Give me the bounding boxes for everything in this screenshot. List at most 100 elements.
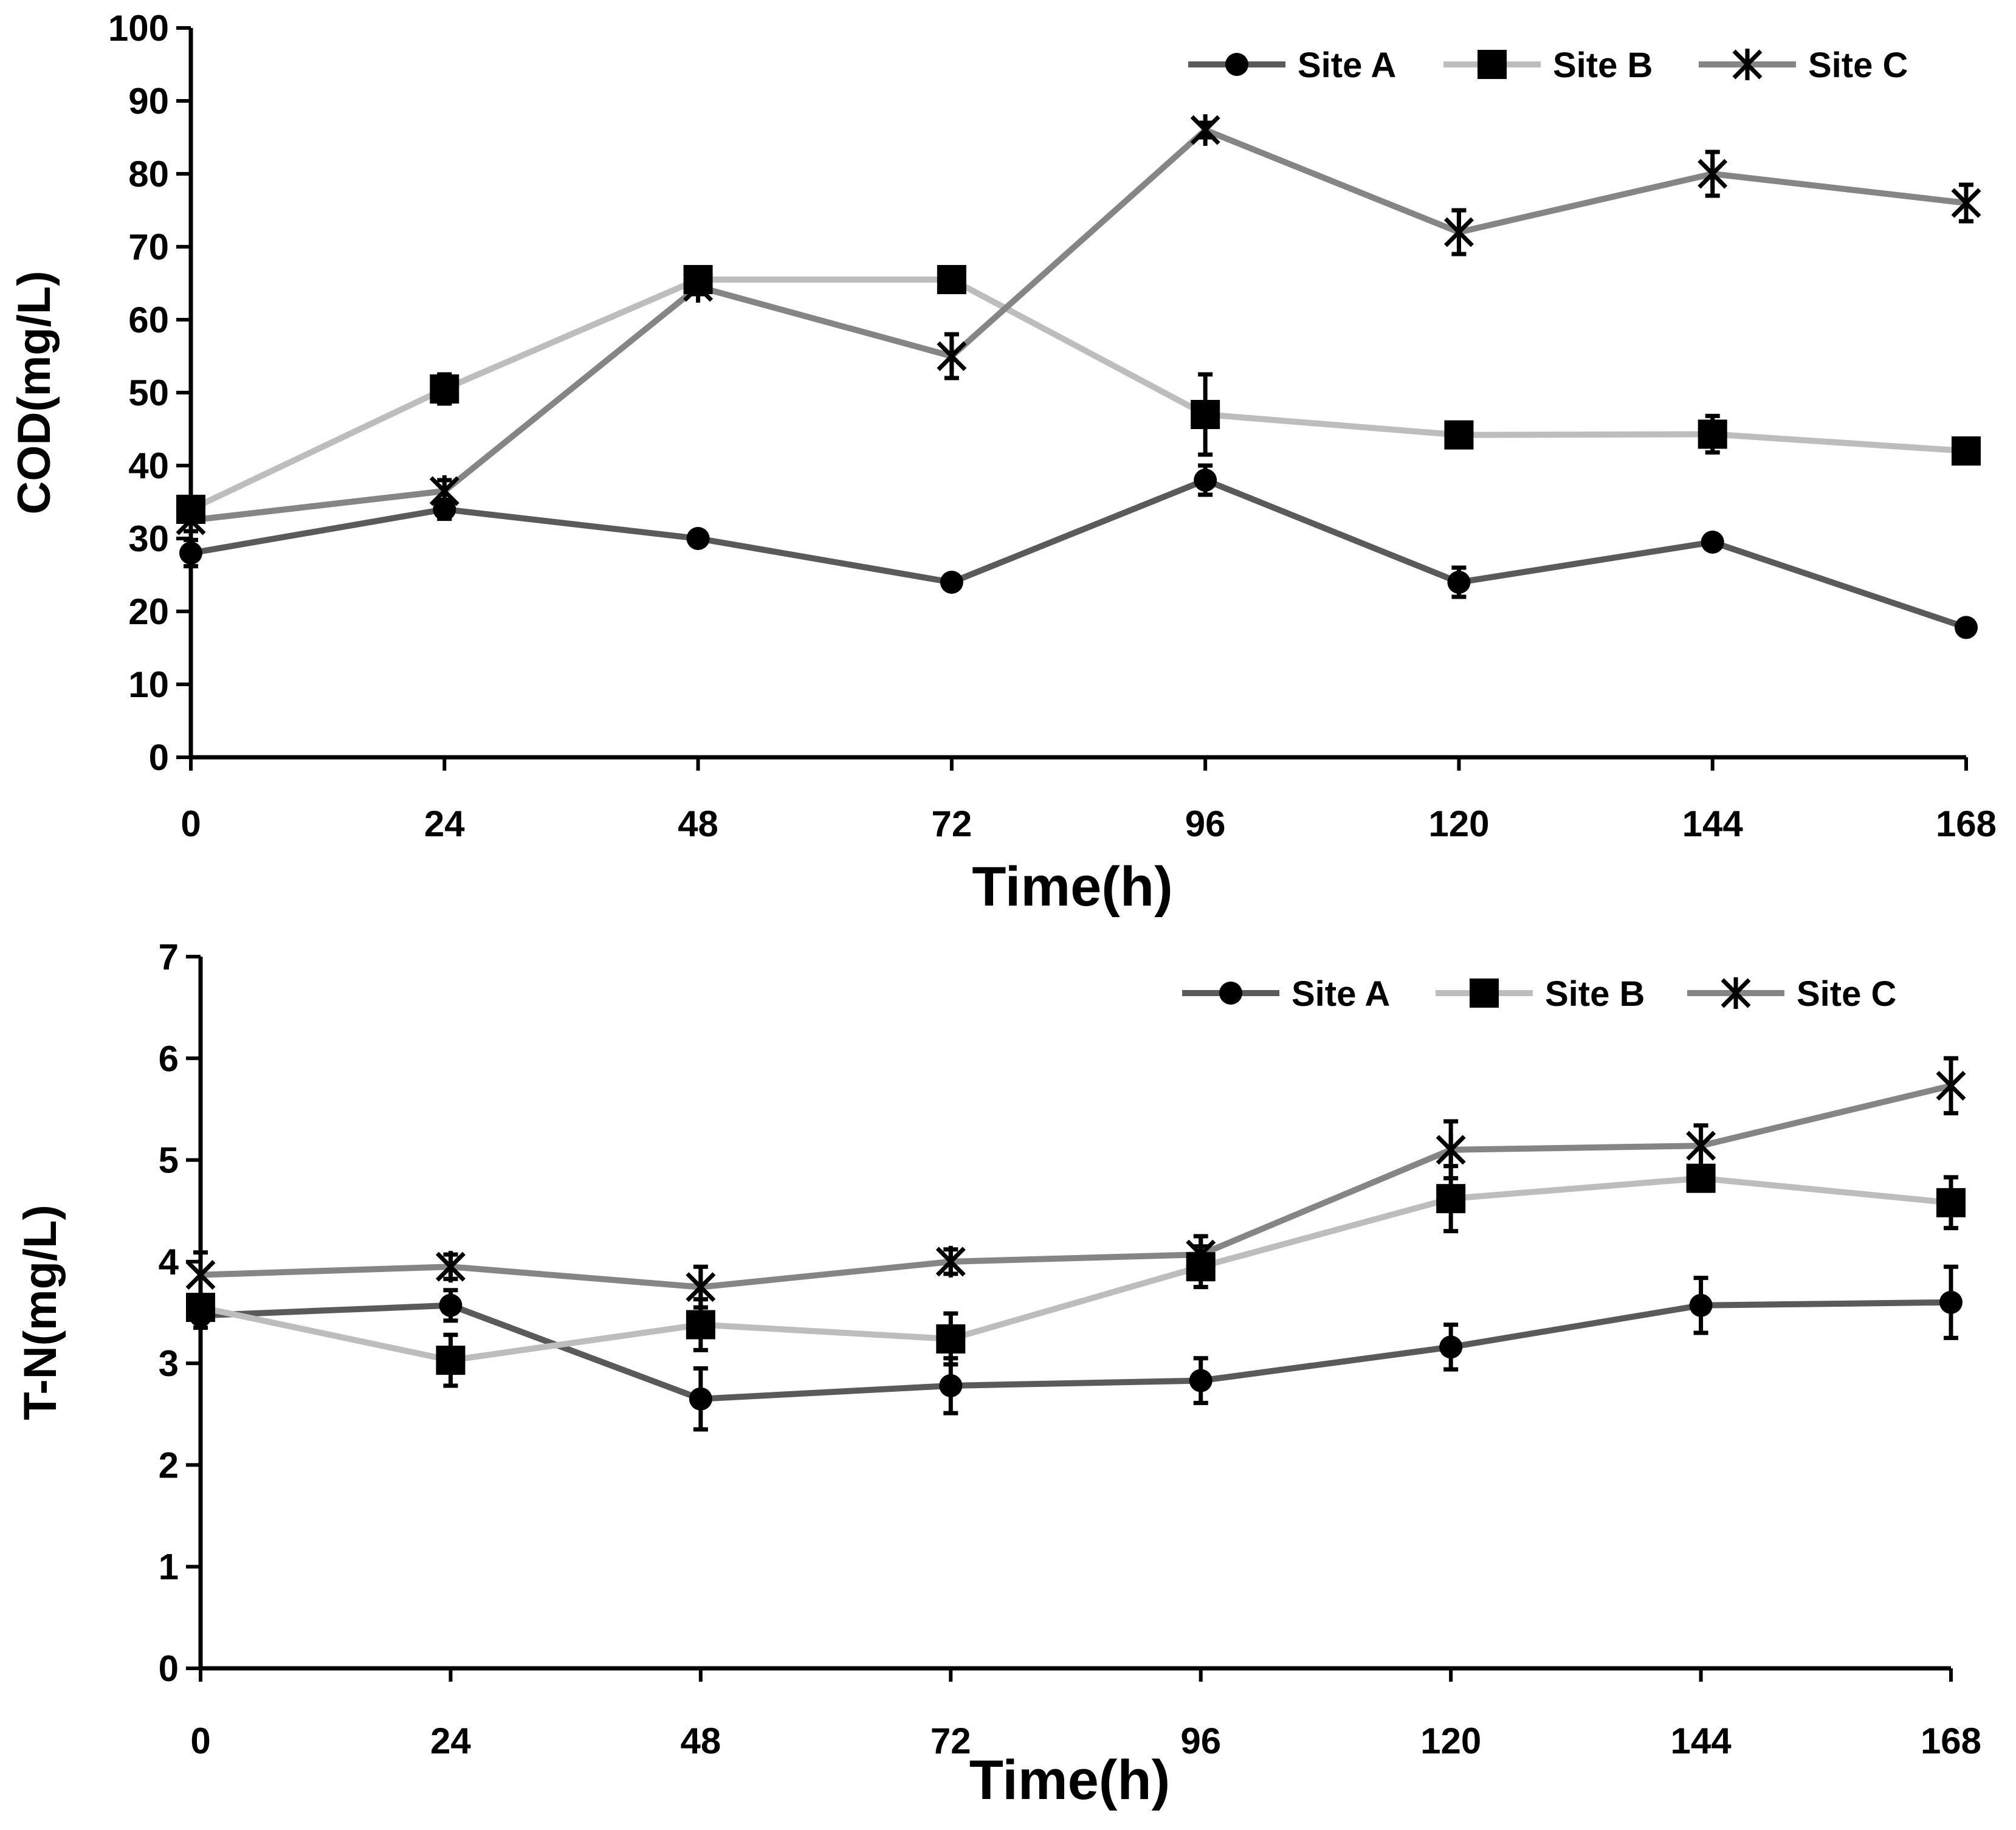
chart-1-y-tick-label: 0 — [149, 737, 169, 778]
chart-1-legend-marker-3 — [1732, 49, 1763, 80]
chart-2-x-tick-label: 24 — [430, 1721, 471, 1761]
chart-1-series-3-point — [1698, 158, 1728, 190]
chart-2-x-tick-label: 72 — [931, 1721, 971, 1761]
chart-1-series-2-point — [937, 265, 966, 294]
chart-1-x-tick-label: 96 — [1185, 803, 1226, 844]
chart-1-y-tick-label: 50 — [128, 373, 169, 413]
chart-1-series-2-point — [1952, 436, 1981, 466]
chart-2-series-1-point — [1939, 1290, 1963, 1314]
chart-2-y-tick-label: 6 — [159, 1038, 179, 1079]
chart-1-series-3-point — [937, 340, 967, 372]
chart-2-series-2-point — [936, 1324, 966, 1354]
chart-1-series-3-point — [1951, 187, 1981, 219]
chart-2-series-2-line — [199, 1175, 1952, 1364]
chart-1-x-tick-label: 144 — [1682, 803, 1744, 844]
chart-2-legend-label-3: Site C — [1797, 974, 1896, 1014]
chart-1-y-tick-label: 100 — [108, 8, 169, 49]
chart-2: 0 1 2 3 4 5 6 7 0 24 48 72 96 120 144 168 Time(h) T-N(mg/… — [15, 937, 1981, 1811]
chart-1-series-3-point — [1190, 114, 1220, 146]
chart-1-legend-marker-1 — [1225, 53, 1248, 76]
chart-2-series-1-point — [1439, 1335, 1463, 1359]
chart-2-series-1-line — [200, 1299, 1952, 1402]
chart-1-series-1-point — [686, 527, 710, 550]
chart-2-series-1-point — [439, 1293, 463, 1317]
chart-2-legend-label-2: Site B — [1545, 974, 1645, 1014]
chart-1-y-tick-label: 90 — [128, 81, 169, 122]
chart-1-series-1-point — [1955, 616, 1978, 639]
chart-2-series-3-point — [1186, 1239, 1216, 1271]
chart-1-x-tick-label: 120 — [1428, 803, 1489, 844]
chart-1-series-3-line — [190, 127, 1967, 523]
chart-1-y-tick-label: 40 — [128, 445, 169, 486]
chart-1-series-2-point — [430, 374, 459, 404]
chart-2-y-tick-label: 7 — [159, 937, 179, 977]
chart-2-legend: Site A Site B Site C — [1182, 974, 1896, 1014]
chart-1-series-3-point — [429, 475, 459, 507]
chart-1-legend: Site A Site B Site C — [1188, 46, 1908, 85]
chart-1-legend-label-3: Site C — [1808, 46, 1908, 85]
chart-2-x-tick-label: 168 — [1921, 1721, 1981, 1761]
chart-1-legend-label-1: Site A — [1298, 46, 1396, 85]
chart-2-series-2-point — [436, 1346, 466, 1375]
chart-1-series-2-point — [1698, 419, 1727, 449]
chart-2-series-3-point — [185, 1259, 216, 1291]
chart-2-x-tick-label: 96 — [1180, 1721, 1221, 1761]
chart-1-series-3-point — [1443, 216, 1474, 248]
chart-2-legend-marker-1 — [1219, 982, 1242, 1005]
chart-1-y-tick-label: 60 — [128, 300, 169, 340]
chart-1-x-tick-label: 48 — [678, 803, 718, 844]
chart-1-series-2-point — [1191, 400, 1220, 429]
chart-2-series-3-point — [1436, 1133, 1466, 1166]
chart-2-series-2-point — [1436, 1184, 1466, 1214]
chart-2-series-1-point — [939, 1374, 963, 1397]
chart-1-y-axis-title: COD(mg/L) — [9, 270, 60, 514]
chart-2-legend-marker-3 — [1721, 977, 1751, 1009]
chart-2-series-1-point — [1689, 1293, 1713, 1317]
chart-1-y-tick-label: 10 — [128, 664, 169, 705]
chart-2-x-tick-label: 48 — [680, 1721, 721, 1761]
chart-1-x-tick-label: 0 — [181, 803, 201, 844]
chart-1-series-1-line — [190, 477, 1967, 631]
chart-2-series-3-point — [1686, 1130, 1716, 1162]
chart-1-series-1-point — [1447, 571, 1471, 594]
chart-1-x-tick-label: 72 — [931, 803, 972, 844]
chart-2-series-1-point — [1189, 1369, 1213, 1392]
chart-2-y-tick-label: 3 — [159, 1343, 179, 1384]
chart-1-series-1-point — [1194, 469, 1217, 492]
chart-2-series-2-point — [686, 1310, 715, 1340]
chart-1-series-3-point — [176, 504, 206, 536]
chart-2-x-tick-label: 144 — [1671, 1721, 1732, 1761]
chart-1-x-tick-label: 24 — [424, 803, 465, 844]
chart-1-series-2-line — [189, 277, 1967, 512]
chart-1-series-1-point — [179, 542, 202, 565]
chart-1-series-2-point — [1444, 420, 1474, 450]
chart-2-x-tick-label: 0 — [190, 1721, 210, 1761]
chart-1-legend-marker-2 — [1478, 50, 1507, 79]
chart-1-y-tick-label: 80 — [128, 154, 169, 194]
chart-1-series-1-point — [1701, 531, 1724, 554]
chart-1-x-axis-title: Time(h) — [972, 856, 1173, 918]
chart-2-y-tick-label: 1 — [159, 1547, 179, 1587]
chart-2-y-tick-label: 0 — [159, 1648, 179, 1689]
chart-2-series-3-point — [935, 1245, 966, 1278]
chart-2-y-tick-label: 2 — [159, 1445, 179, 1485]
chart-1-legend-label-2: Site B — [1553, 46, 1653, 85]
chart-2-series-2-point — [1936, 1188, 1966, 1217]
chart-1-y-tick-label: 70 — [128, 227, 169, 267]
chart-1-y-tick-label: 20 — [128, 591, 169, 632]
chart-2-series-3-point — [1936, 1070, 1966, 1102]
chart-2-series-3-point — [686, 1271, 716, 1303]
chart-1: 0 10 20 30 40 50 60 70 80 90 100 0 24 48 72 96 120 144 168… — [9, 8, 1997, 918]
chart-2-series-3-point — [435, 1251, 466, 1283]
chart-2-x-tick-label: 120 — [1420, 1721, 1481, 1761]
chart-2-x-axis-title: Time(h) — [969, 1749, 1171, 1811]
chart-1-y-tick-label: 30 — [128, 518, 169, 559]
chart-1-x-tick-label: 168 — [1936, 803, 1997, 844]
chart-2-legend-marker-2 — [1470, 979, 1499, 1008]
chart-2-y-tick-label: 4 — [159, 1242, 179, 1282]
chart-1-series-1-point — [940, 571, 963, 594]
chart-2-y-axis-title: T-N(mg/L) — [15, 1205, 66, 1420]
chart-2-series-3-line — [200, 1082, 1952, 1290]
